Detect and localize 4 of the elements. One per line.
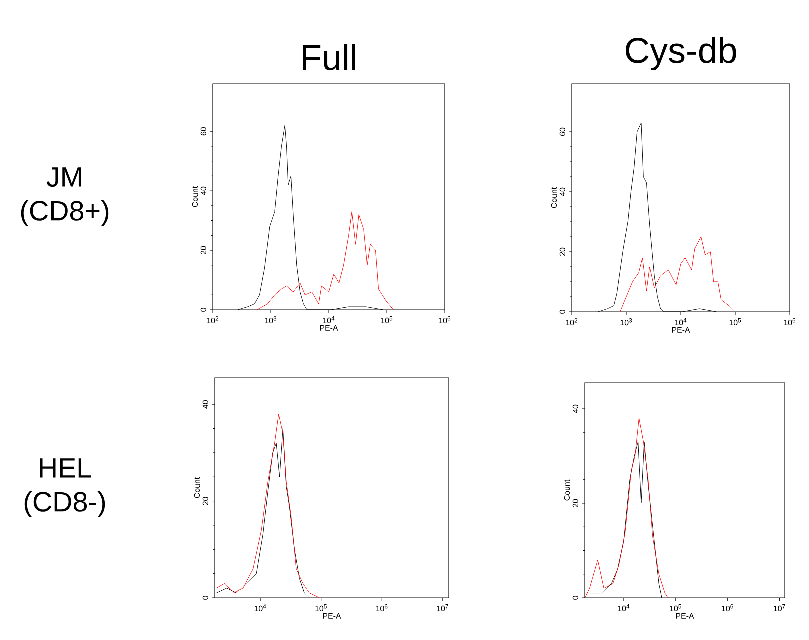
text: JM (CD8+) xyxy=(21,168,109,226)
text: HEL (CD8-) xyxy=(24,458,106,518)
chart-title: Full xyxy=(303,44,356,70)
chart-title: Cys-db xyxy=(626,37,736,70)
